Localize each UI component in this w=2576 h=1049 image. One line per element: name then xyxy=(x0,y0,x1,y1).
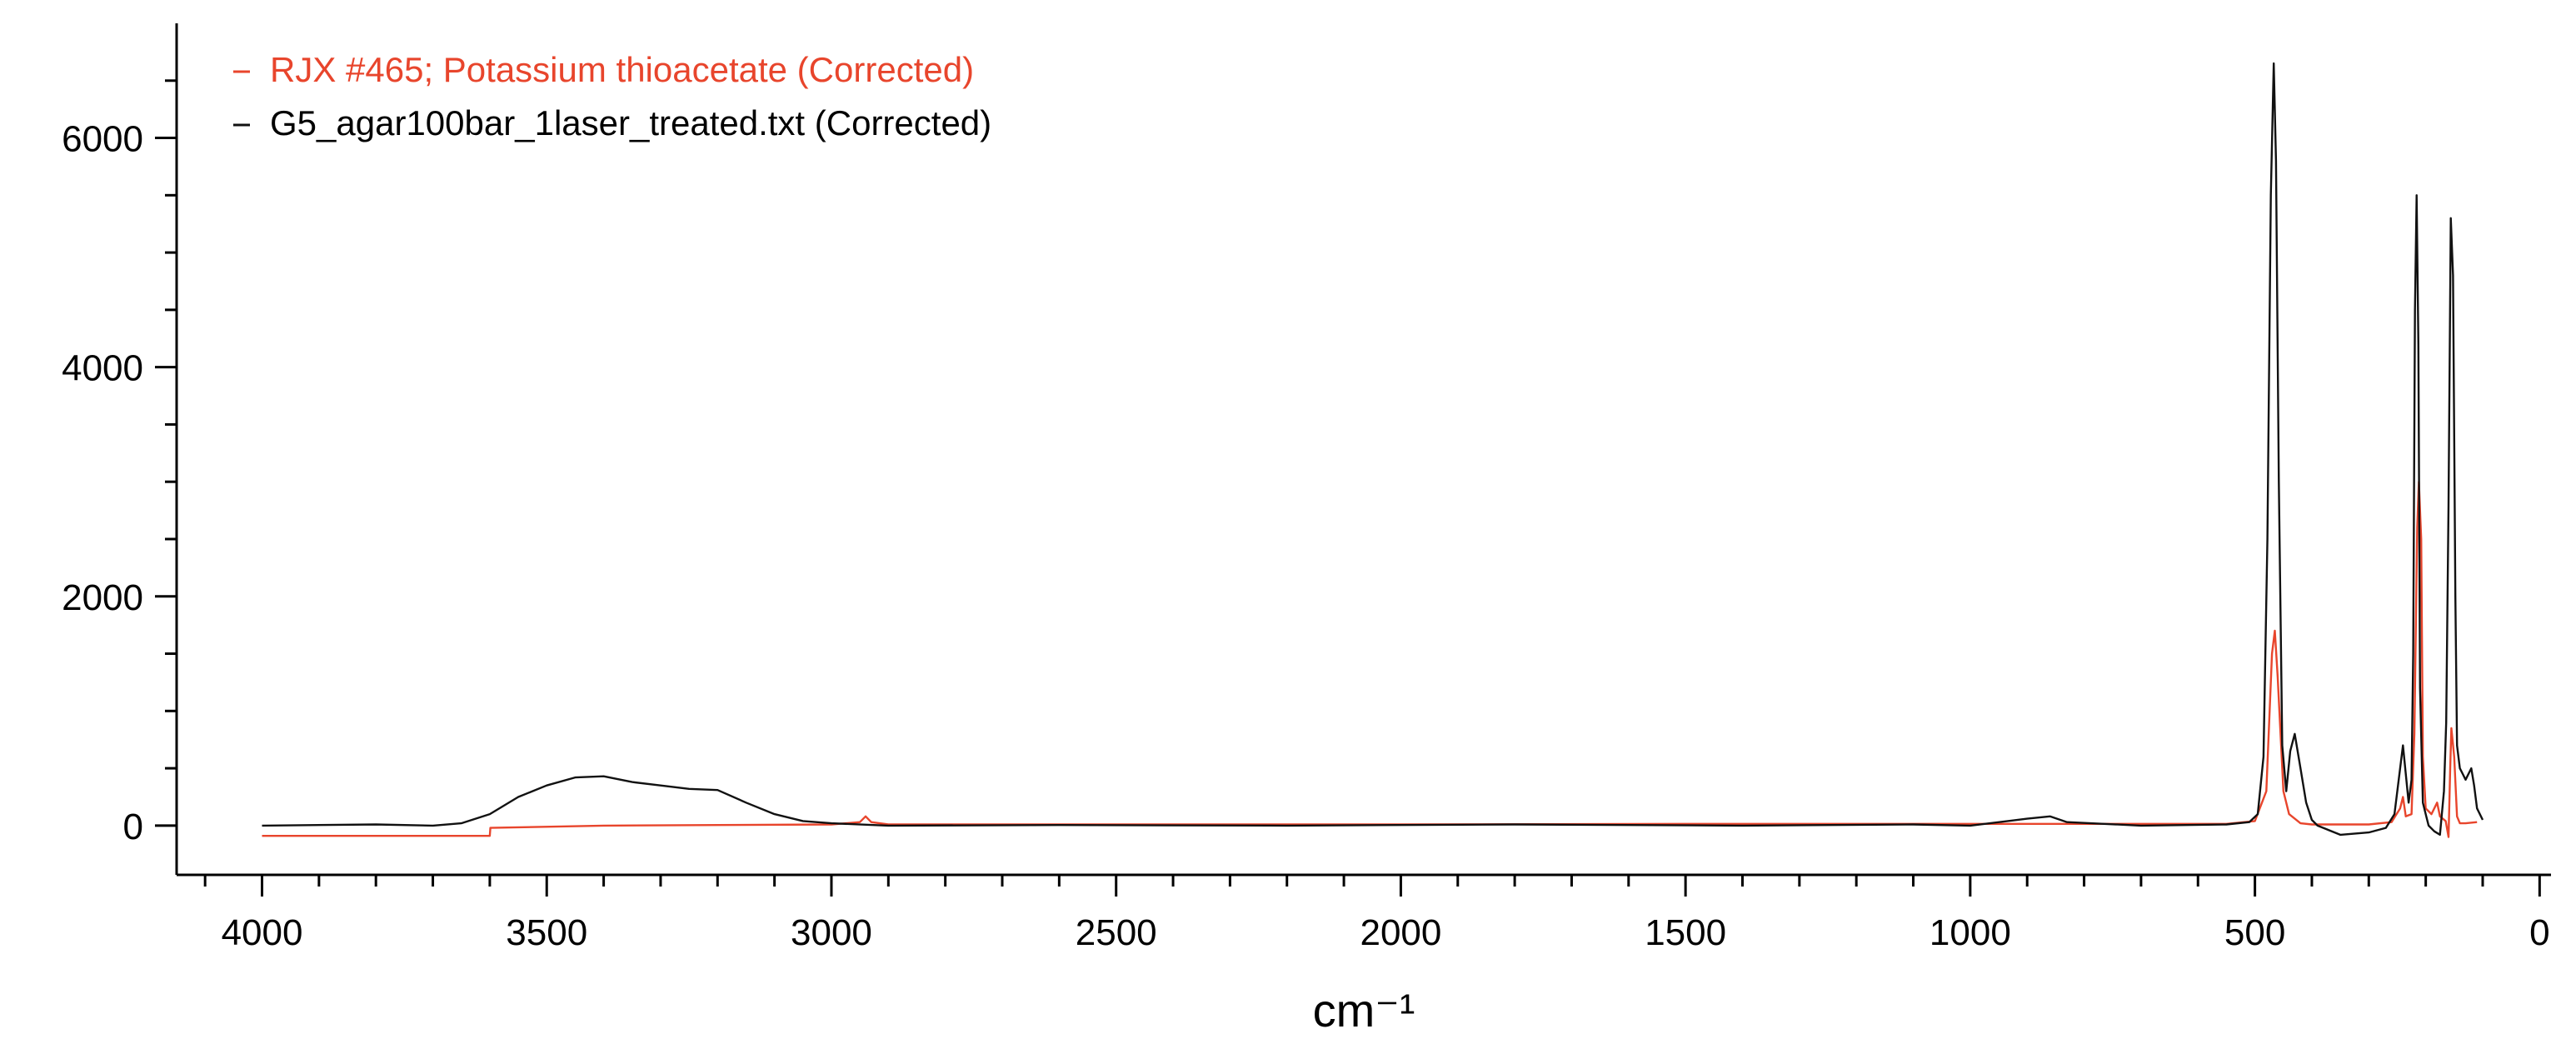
legend: RJX #465; Potassium thioacetate (Correct… xyxy=(233,50,991,142)
series-line-1 xyxy=(262,481,2478,838)
x-tick-label: 2000 xyxy=(1360,912,1441,953)
x-tick-label: 4000 xyxy=(222,912,303,953)
legend-entry-1: RJX #465; Potassium thioacetate (Correct… xyxy=(270,50,974,89)
y-tick-label: 6000 xyxy=(62,119,143,160)
x-tick-label: 3500 xyxy=(506,912,587,953)
legend-entry-2: G5_agar100bar_1laser_treated.txt (Correc… xyxy=(270,103,991,142)
x-tick-label: 0 xyxy=(2529,912,2549,953)
x-axis-title: cm⁻¹ xyxy=(1313,984,1415,1037)
y-tick-label: 2000 xyxy=(62,577,143,618)
x-tick-label: 1000 xyxy=(1930,912,2011,953)
x-tick-label: 500 xyxy=(2224,912,2285,953)
plot-area xyxy=(262,62,2484,838)
x-tick-label: 2500 xyxy=(1076,912,1157,953)
y-tick-label: 4000 xyxy=(62,348,143,389)
x-tick-label: 3000 xyxy=(791,912,872,953)
x-tick-label: 1500 xyxy=(1645,912,1726,953)
y-tick-label: 0 xyxy=(123,807,143,847)
series-line-2 xyxy=(262,62,2484,837)
axes: 0 2000 4000 6000 4000 3500 3000 2500 2000 1500 100… xyxy=(62,23,2551,953)
